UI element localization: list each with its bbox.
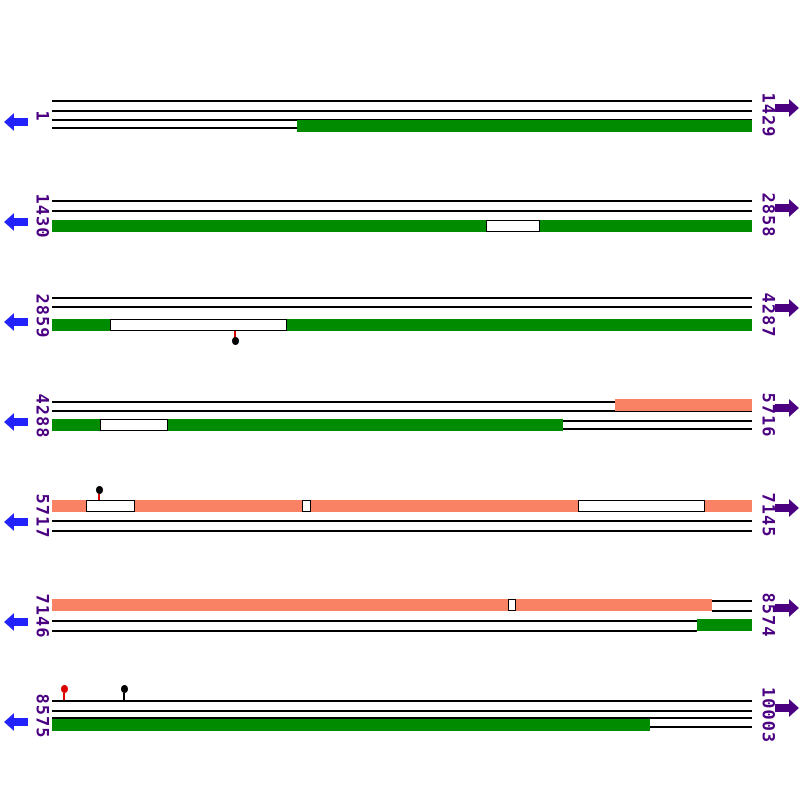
feature-bar-green[interactable] [168,419,563,431]
scroll-left-arrow-button[interactable] [2,512,28,532]
scroll-left-arrow-button[interactable] [2,212,28,232]
marker-head-black[interactable] [231,337,239,345]
segment-end-coordinate: 7145 [757,492,778,538]
track-line [52,200,752,202]
segment-start-coordinate: 1 [31,110,52,122]
track-line [52,700,752,702]
feature-bar-green[interactable] [52,719,650,731]
arrow-left-icon [4,513,28,531]
arrow-left-icon [4,313,28,331]
segment-start-coordinate: 5717 [31,493,52,539]
track-line [563,420,752,422]
feature-bar-green[interactable] [287,319,752,331]
segment-end-coordinate: 8574 [757,592,778,638]
arrow-right-icon [775,599,799,617]
feature-bar-green[interactable] [52,220,486,232]
segment-start-coordinate: 2859 [31,293,52,339]
segment-end-coordinate: 10003 [757,686,778,744]
marker-stem-red [234,331,236,338]
feature-bar-orange[interactable] [516,599,712,611]
arrow-left-icon [4,413,28,431]
track-line [52,100,752,102]
track-line [650,726,752,728]
segment-end-coordinate: 1429 [757,92,778,138]
scroll-left-arrow-button[interactable] [2,612,28,632]
track-line [563,428,752,430]
scroll-right-arrow-button[interactable] [775,598,800,618]
arrow-left-icon [4,713,28,731]
arrow-right-icon [775,99,799,117]
track-line [52,530,752,532]
track-line [52,620,697,622]
feature-box-unfilled[interactable] [110,319,287,331]
scroll-left-arrow-button[interactable] [2,412,28,432]
feature-bar-green[interactable] [297,120,752,132]
arrow-left-icon [4,213,28,231]
arrow-right-icon [775,199,799,217]
track-line [52,210,752,212]
feature-bar-orange[interactable] [52,500,86,512]
feature-box-unfilled[interactable] [508,599,516,611]
feature-box-unfilled[interactable] [100,419,168,431]
segment-end-coordinate: 2858 [757,192,778,238]
segment-start-coordinate: 1430 [31,193,52,239]
track-line [52,110,752,112]
marker-stem-red [63,693,65,700]
feature-bar-orange[interactable] [135,500,302,512]
track-line [52,401,615,403]
track-line [52,306,752,308]
arrow-right-icon [775,299,799,317]
feature-bar-green[interactable] [52,419,100,431]
scroll-right-arrow-button[interactable] [775,698,800,718]
track-line [52,297,752,299]
scroll-left-arrow-button[interactable] [2,112,28,132]
scroll-right-arrow-button[interactable] [775,498,800,518]
track-line [52,710,752,712]
feature-bar-orange[interactable] [705,500,752,512]
arrow-right-icon [775,499,799,517]
arrow-left-icon [4,113,28,131]
scroll-left-arrow-button[interactable] [2,712,28,732]
marker-head-red[interactable] [60,685,68,693]
feature-bar-orange[interactable] [311,500,578,512]
scroll-left-arrow-button[interactable] [2,312,28,332]
arrow-right-icon [775,699,799,717]
feature-box-unfilled[interactable] [578,500,705,512]
segment-start-coordinate: 4288 [31,393,52,439]
scroll-right-arrow-button[interactable] [775,298,800,318]
scroll-right-arrow-button[interactable] [775,98,800,118]
feature-box-unfilled[interactable] [86,500,135,512]
marker-stem-black [123,693,125,700]
feature-bar-green[interactable] [540,220,752,232]
segment-end-coordinate: 4287 [757,292,778,338]
arrow-left-icon [4,613,28,631]
track-line [712,610,752,612]
arrow-right-icon [775,399,799,417]
track-line [52,127,297,129]
track-line [52,717,752,719]
scroll-right-arrow-button[interactable] [775,398,800,418]
feature-bar-orange[interactable] [52,599,508,611]
track-line [52,520,752,522]
marker-head-black[interactable] [95,486,103,494]
feature-box-unfilled[interactable] [486,220,540,232]
scroll-right-arrow-button[interactable] [775,198,800,218]
feature-bar-orange[interactable] [615,399,752,411]
feature-box-unfilled[interactable] [302,500,311,512]
feature-bar-green[interactable] [697,619,752,631]
feature-bar-green[interactable] [52,319,110,331]
segment-start-coordinate: 7146 [31,593,52,639]
marker-stem-red [98,494,100,500]
track-line [52,630,697,632]
segment-start-coordinate: 8575 [31,693,52,739]
track-line [52,410,752,412]
track-line [712,600,752,602]
marker-head-black[interactable] [120,685,128,693]
segment-end-coordinate: 5716 [757,392,778,438]
